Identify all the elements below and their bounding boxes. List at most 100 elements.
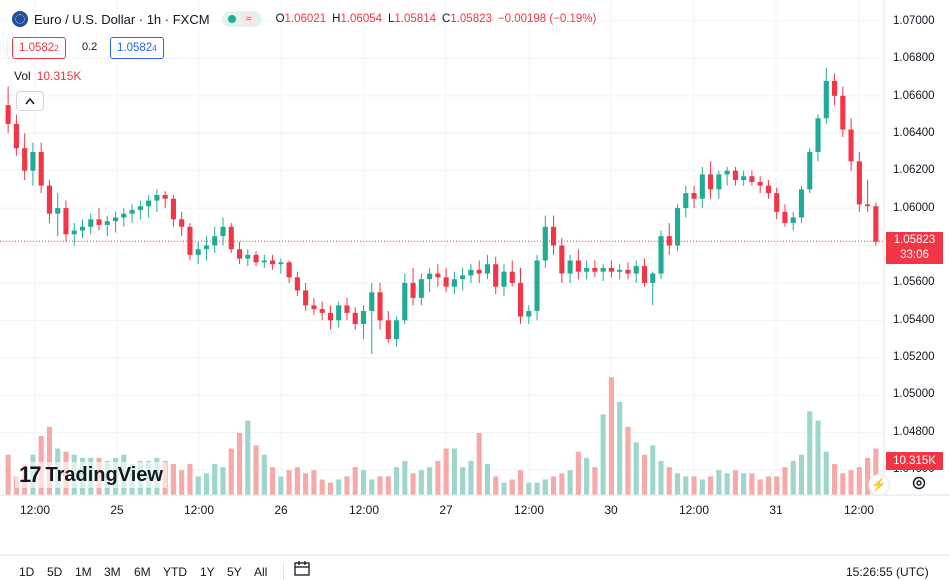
price-axis-label: 1.05000 [893,388,935,400]
buy-button[interactable]: 1.0582 4 [110,37,164,59]
candle-body [236,249,243,259]
candle-body [435,273,441,278]
range-3m[interactable]: 3M [104,565,121,579]
range-5y[interactable]: 5Y [227,565,242,579]
candle-body [212,236,218,246]
candle-body [856,161,862,205]
volume-bar [823,451,829,495]
price-chart[interactable] [0,0,950,568]
price-axis-label: 1.05600 [893,276,935,288]
candle-body [468,269,474,276]
candle [96,208,102,231]
utc-clock[interactable]: 15:26:55 (UTC) [846,565,929,579]
candle [823,67,829,124]
price-axis-label: 1.05200 [893,351,935,363]
volume-bar [551,476,557,495]
candle [468,264,474,283]
candle-body [443,277,449,287]
gear-icon[interactable] [911,475,927,491]
price-axis-label: 1.06200 [893,164,935,176]
symbol-title[interactable]: Euro / U.S. Dollar · 1h · FXCM [34,11,210,27]
candle-body [493,264,499,287]
volume-bar [187,464,193,495]
candle [542,215,548,268]
candle [344,297,350,321]
candle-body [691,193,697,199]
volume-bar [724,473,730,495]
candle [212,226,218,253]
date-range-icon[interactable] [294,561,312,577]
range-6m[interactable]: 6M [134,565,151,579]
candle [484,254,491,280]
candle [807,148,813,194]
candle [377,282,383,330]
candle [691,185,697,209]
candle [575,249,581,280]
range-1m[interactable]: 1M [75,565,92,579]
volume-bar [245,420,251,495]
candle-body [798,189,805,218]
candle-body [807,151,813,190]
collapse-legend-button[interactable] [16,91,44,111]
range-all[interactable]: All [254,565,268,579]
candle-body [71,230,77,235]
candle [865,180,871,212]
candle-body [641,266,648,283]
price-axis-label: 1.06400 [893,127,935,139]
candle-body [369,292,375,311]
candle [38,142,44,194]
candle-body [418,279,424,298]
volume-bar [443,448,449,495]
range-5d[interactable]: 5D [47,565,63,579]
volume-bar [336,479,342,495]
tradingview-logo[interactable]: 17 TradingView [15,462,167,488]
candle [873,202,879,246]
candle-body [831,80,838,96]
candle [369,282,375,355]
volume-bar [584,457,590,495]
volume-bar [815,420,821,495]
buy-price-pip: 4 [152,43,157,53]
candle [286,260,292,283]
candle-body [451,279,457,287]
volume-bar [294,467,300,495]
price-axis-label: 1.07000 [893,15,935,27]
eu-flag-icon [12,11,28,27]
candle-body [559,245,565,274]
volume-bar [236,433,243,495]
candle-body [501,271,507,287]
candle [774,187,780,220]
market-status-badge[interactable]: ≈ [221,11,262,27]
candle-body [526,310,532,317]
volume-bar [625,426,631,495]
candle [385,310,391,343]
candle-body [63,208,69,235]
sell-button[interactable]: 1.0582 2 [12,37,66,59]
range-1y[interactable]: 1Y [200,565,215,579]
candle [699,166,705,209]
candle-body [319,309,325,313]
candle [162,191,168,209]
candle-body [699,174,705,199]
candle-body [732,170,738,181]
candle [435,264,441,287]
range-1d[interactable]: 1D [19,565,35,579]
volume-bar [460,467,466,495]
volume-bar [592,467,598,495]
candle-body [121,213,127,218]
candle-body [261,260,267,263]
current-price-value: 1.05823 [893,234,936,246]
volume-tag: 10.315K [886,452,943,470]
candle [559,238,565,283]
bolt-icon[interactable]: ⚡ [868,474,890,496]
candle-body [584,267,590,272]
candle [840,86,846,137]
volume-bar [608,377,614,495]
volume-legend[interactable]: Vol 10.315K [14,69,81,83]
range-ytd[interactable]: YTD [163,565,187,579]
volume-bar [848,470,854,495]
volume-bar [360,470,367,495]
time-axis-label: 25 [110,503,124,517]
grid [0,0,884,495]
candle [460,267,466,291]
